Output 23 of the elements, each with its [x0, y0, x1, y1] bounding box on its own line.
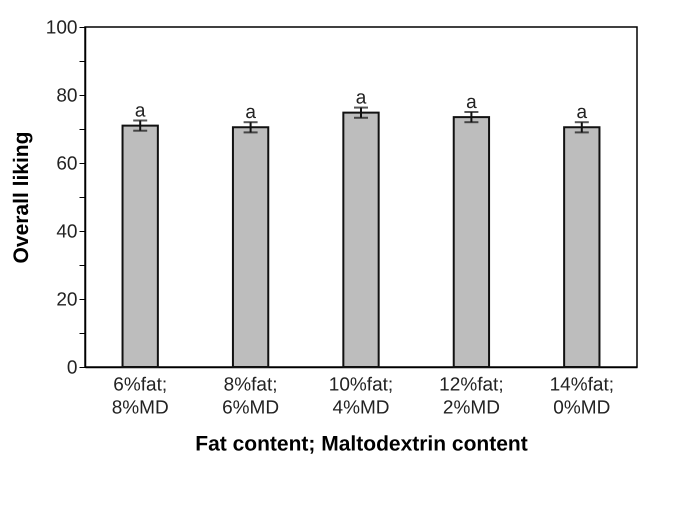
bar — [452, 116, 490, 368]
y-tick-label: 0 — [66, 358, 78, 378]
annotation: a — [134, 100, 146, 122]
bar — [232, 126, 270, 368]
annotation: a — [466, 92, 478, 113]
x-axis-title: Fat content; Maltodextrin content — [195, 432, 528, 456]
y-tick-label: 40 — [56, 222, 78, 242]
x-tick-label: 8%fat; 6%MD — [222, 374, 280, 418]
annotation: a — [356, 88, 367, 109]
y-tick-label: 100 — [46, 18, 78, 38]
y-tick-label: 80 — [56, 86, 78, 106]
annotation: a — [245, 102, 256, 124]
y-tick-label: 20 — [56, 290, 78, 310]
annotation: a — [576, 102, 588, 124]
x-tick-label: 6%fat; 8%MD — [112, 374, 169, 418]
bar — [342, 112, 380, 368]
y-tick-label: 60 — [56, 154, 78, 174]
x-tick-label: 14%fat; 0%MD — [550, 374, 614, 418]
bar — [563, 126, 600, 368]
bar — [122, 124, 159, 368]
x-tick-label: 12%fat; 2%MD — [439, 374, 504, 418]
y-axis-title: Overall liking — [10, 132, 33, 264]
x-tick-label: 10%fat; 4%MD — [328, 374, 394, 418]
